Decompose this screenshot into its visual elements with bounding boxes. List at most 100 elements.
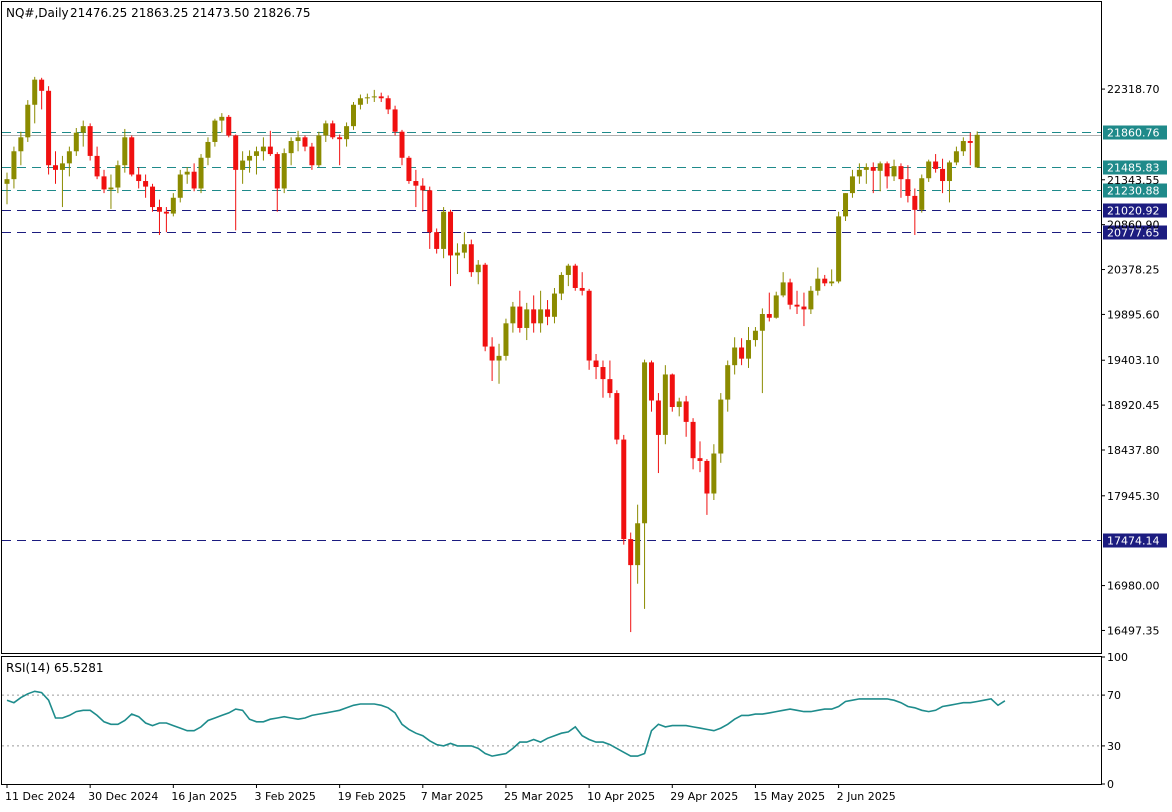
time-tick-label-5: 7 Mar 2025 — [421, 790, 484, 803]
candle-body — [870, 167, 876, 171]
hline-label-4: 20777.65 — [1107, 227, 1160, 240]
candle-body — [545, 309, 551, 317]
time-axis: 11 Dec 2024 30 Dec 2024 16 Jan 2025 3 Feb 2… — [5, 784, 896, 803]
candle-body — [940, 168, 946, 182]
price-tick-label-5: 19403.10 — [1107, 354, 1160, 367]
candle-body — [226, 116, 232, 136]
candle-56 — [392, 105, 398, 136]
candle-53 — [371, 89, 377, 102]
candle-body — [787, 282, 793, 305]
candle-110 — [766, 292, 772, 322]
candle-body — [655, 400, 661, 435]
candle-100 — [697, 441, 703, 473]
candle-body — [856, 169, 862, 177]
candle-61 — [427, 186, 433, 249]
candle-body — [642, 362, 648, 524]
candle-body — [482, 264, 488, 347]
candle-48 — [337, 134, 343, 166]
rsi-tick-label-3: 0 — [1107, 778, 1114, 791]
hline-label-2: 21230.88 — [1107, 185, 1160, 198]
candle-body — [39, 79, 45, 91]
candle-body — [662, 374, 668, 435]
candle-body — [212, 120, 218, 142]
candle-body — [80, 126, 86, 133]
candle-120 — [836, 211, 842, 284]
hline-label-bg-3 — [1103, 203, 1167, 218]
candle-body — [912, 195, 918, 210]
hline-label-bg-4 — [1103, 225, 1167, 240]
candle-body — [406, 157, 412, 182]
candle-body — [517, 306, 523, 328]
candle-body — [725, 365, 731, 400]
candle-73 — [510, 301, 516, 333]
candle-95 — [662, 365, 668, 445]
ohlc-readout: 21476.25 21863.25 21473.50 21826.75 — [70, 6, 310, 20]
candle-body — [524, 309, 530, 328]
candle-3 — [25, 100, 31, 142]
candle-body — [219, 116, 225, 121]
candle-94 — [655, 393, 661, 474]
candle-body — [669, 374, 675, 408]
candle-132 — [919, 174, 925, 213]
symbol-title: NQ#,Daily — [6, 6, 69, 20]
candle-body — [323, 123, 329, 136]
candle-125 — [870, 162, 876, 194]
candle-126 — [877, 161, 883, 192]
candle-body — [718, 399, 724, 454]
time-tick-label-8: 29 Apr 2025 — [670, 790, 738, 803]
candle-body — [87, 126, 93, 156]
candle-39 — [274, 152, 280, 212]
candle-133 — [926, 159, 932, 182]
candle-82 — [572, 263, 578, 291]
candle-108 — [752, 327, 758, 347]
candle-body — [177, 174, 183, 198]
candle-91 — [635, 504, 641, 584]
candle-body — [281, 153, 287, 189]
candle-0 — [4, 172, 10, 205]
candle-body — [946, 162, 952, 182]
candle-body — [260, 146, 266, 152]
candle-body — [32, 79, 38, 105]
price-tick-label-9: 16980.00 — [1107, 580, 1160, 593]
candle-body — [101, 176, 107, 190]
time-tick-label-7: 10 Apr 2025 — [587, 790, 655, 803]
rsi-layer: 100 70 30 0 — [2, 651, 1128, 791]
candle-80 — [558, 272, 564, 301]
candle-body — [371, 96, 377, 98]
candle-15 — [108, 174, 114, 209]
candle-body — [919, 178, 925, 210]
candle-body — [357, 98, 363, 105]
time-tick-label-0: 11 Dec 2024 — [5, 790, 75, 803]
candle-135 — [940, 158, 946, 194]
candle-body — [974, 134, 980, 168]
candle-27 — [191, 163, 197, 192]
candle-51 — [357, 94, 363, 110]
candle-body — [129, 137, 135, 175]
candle-body — [136, 174, 142, 182]
candle-body — [302, 137, 308, 147]
candle-129 — [898, 163, 904, 198]
candle-19 — [136, 167, 142, 189]
candle-1 — [11, 146, 17, 189]
candle-93 — [648, 360, 654, 412]
candle-28 — [198, 154, 204, 194]
candle-body — [926, 161, 932, 179]
candle-body — [829, 281, 835, 284]
candle-body — [18, 137, 24, 152]
candle-119 — [829, 269, 835, 287]
candles-layer — [4, 76, 980, 633]
candle-body — [25, 104, 31, 138]
candle-137 — [953, 146, 959, 166]
candle-body — [413, 181, 419, 186]
candle-body — [704, 460, 710, 494]
candle-70 — [489, 337, 495, 381]
candle-13 — [94, 146, 100, 180]
price-tick-label-7: 18437.80 — [1107, 444, 1160, 457]
candle-body — [468, 244, 474, 273]
candle-body — [752, 330, 758, 341]
candle-83 — [579, 272, 585, 296]
candle-body — [551, 293, 557, 317]
candle-59 — [413, 169, 419, 208]
candle-body — [690, 421, 696, 459]
candle-body — [399, 131, 405, 158]
